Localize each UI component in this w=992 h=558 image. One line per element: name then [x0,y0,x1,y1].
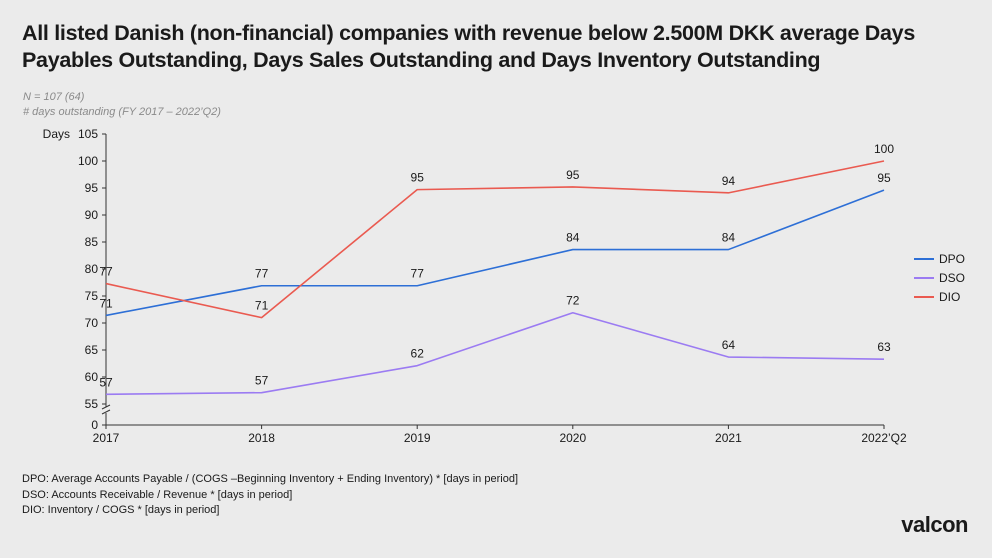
y-tick-label: 0 [91,418,98,432]
x-tick-label: 2022’Q2 [861,431,907,445]
y-tick-label: 65 [85,343,99,357]
data-label-dio: 95 [566,168,580,182]
x-tick-label: 2020 [559,431,586,445]
dpo-definition: DPO: Average Accounts Payable / (COGS –B… [22,473,518,485]
axis-break-mark-1 [101,404,111,410]
data-label-dso: 64 [722,338,736,352]
unit-note: # days outstanding (FY 2017 – 2022’Q2) [23,106,221,118]
data-label-dso: 57 [99,375,113,389]
data-label-dpo: 77 [255,267,269,281]
legend-label-dso: DSO [939,271,965,285]
data-label-dpo: 84 [566,231,580,245]
y-tick-label: 60 [85,370,99,384]
line-chart: 0 55 60 65 70 75 80 85 90 95 100 105 Days 2017 2018 201… [43,127,965,445]
data-label-dpo: 77 [411,267,425,281]
x-tick-label: 2017 [93,431,120,445]
data-label-dso: 62 [411,347,425,361]
x-tick-label: 2019 [404,431,431,445]
data-label-dso: 57 [255,374,269,388]
y-tick-label: 100 [78,154,98,168]
dso-definition: DSO: Accounts Receivable / Revenue * [da… [22,488,293,501]
data-label-dso: 72 [566,294,580,308]
y-tick-label: 80 [85,262,99,276]
y-tick-label: 90 [85,208,99,222]
y-tick-label: 75 [85,289,99,303]
dio-definition: DIO: Inventory / COGS * [days in period] [22,504,220,516]
y-tick-label: 70 [85,316,99,330]
data-label-dio: 100 [874,142,894,156]
x-tick-label: 2021 [715,431,742,445]
data-label-dio: 77 [99,265,113,279]
axis-break-mark-2 [101,409,111,415]
valcon-logo: valcon [901,512,968,537]
chart-title-line-2: Payables Outstanding, Days Sales Outstan… [22,48,821,72]
y-tick-label: 95 [85,181,99,195]
data-label-dpo: 84 [722,231,736,245]
series-line-dio [105,160,885,319]
y-axis-label: Days [43,127,70,141]
legend-label-dpo: DPO [939,252,965,266]
legend-label-dio: DIO [939,290,960,304]
data-label-dpo: 95 [877,171,891,185]
data-label-dio: 71 [255,299,269,313]
x-tick-label: 2018 [248,431,275,445]
y-tick-label: 105 [78,127,98,141]
data-label-dpo: 71 [99,296,113,310]
y-tick-label: 85 [85,235,99,249]
chart-subtitle: N = 107 (64) # days outstanding (FY 2017… [23,90,221,120]
definitions-footnotes: DPO: Average Accounts Payable / (COGS –B… [22,472,518,519]
series-line-dpo [105,189,885,317]
data-label-dio: 95 [411,171,425,185]
data-label-dso: 63 [877,340,891,354]
series-line-dso [105,311,885,396]
chart-title: All listed Danish (non-financial) compan… [22,20,982,74]
y-tick-label: 55 [85,397,99,411]
data-label-dio: 94 [722,174,736,188]
sample-size-note: N = 107 (64) [23,91,85,103]
chart-title-line-1: All listed Danish (non-financial) compan… [22,21,915,45]
